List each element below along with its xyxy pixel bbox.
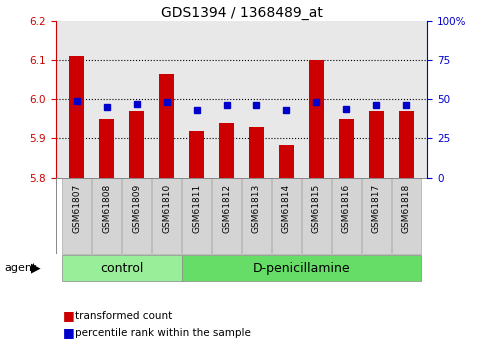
- Text: GSM61816: GSM61816: [342, 184, 351, 233]
- Bar: [189, 131, 204, 178]
- Text: ■: ■: [63, 326, 74, 339]
- Bar: [92, 178, 121, 254]
- Text: GSM61813: GSM61813: [252, 184, 261, 233]
- Text: agent: agent: [5, 263, 37, 273]
- Bar: [61, 255, 182, 282]
- Text: ▶: ▶: [31, 262, 41, 275]
- Bar: [62, 178, 91, 254]
- Title: GDS1394 / 1368489_at: GDS1394 / 1368489_at: [160, 6, 323, 20]
- Text: GSM61811: GSM61811: [192, 184, 201, 233]
- Text: transformed count: transformed count: [75, 311, 172, 321]
- Bar: [219, 123, 234, 178]
- Text: GSM61817: GSM61817: [372, 184, 381, 233]
- Text: control: control: [100, 262, 143, 275]
- Bar: [362, 178, 391, 254]
- Text: ■: ■: [63, 309, 74, 322]
- Text: GSM61810: GSM61810: [162, 184, 171, 233]
- Bar: [129, 111, 144, 178]
- Bar: [249, 127, 264, 178]
- Bar: [56, 178, 427, 254]
- Bar: [279, 146, 294, 178]
- Bar: [152, 178, 181, 254]
- Bar: [369, 111, 384, 178]
- Text: GSM61815: GSM61815: [312, 184, 321, 233]
- Text: D-penicillamine: D-penicillamine: [253, 262, 350, 275]
- Bar: [392, 178, 421, 254]
- Bar: [182, 178, 211, 254]
- Text: GSM61808: GSM61808: [102, 184, 111, 233]
- Text: GSM61807: GSM61807: [72, 184, 81, 233]
- Bar: [242, 178, 271, 254]
- Text: GSM61814: GSM61814: [282, 184, 291, 233]
- Bar: [159, 74, 174, 178]
- Bar: [339, 119, 354, 178]
- Text: percentile rank within the sample: percentile rank within the sample: [75, 328, 251, 338]
- Bar: [309, 60, 324, 178]
- Text: GSM61818: GSM61818: [402, 184, 411, 233]
- Bar: [182, 255, 422, 282]
- Bar: [302, 178, 331, 254]
- Bar: [399, 111, 414, 178]
- Bar: [212, 178, 241, 254]
- Bar: [69, 56, 84, 178]
- Text: GSM61812: GSM61812: [222, 184, 231, 233]
- Text: GSM61809: GSM61809: [132, 184, 141, 233]
- Bar: [122, 178, 151, 254]
- Bar: [332, 178, 361, 254]
- Bar: [99, 119, 114, 178]
- Bar: [272, 178, 301, 254]
